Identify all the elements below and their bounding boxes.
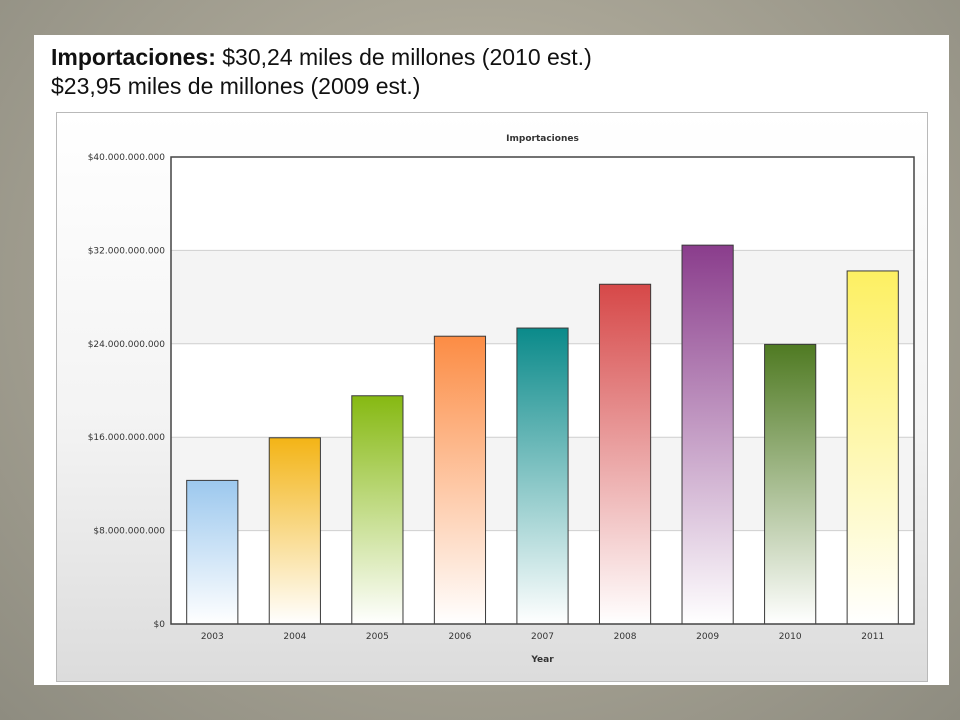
chart-panel: $0 $8.000.000.000 $16.000.000.000 $24.000.0… xyxy=(56,112,928,682)
heading-line-2: $23,95 miles de millones (2009 est.) xyxy=(51,73,421,99)
x-tick-label: 2010 xyxy=(779,632,802,642)
x-tick-label: 2008 xyxy=(614,632,637,642)
bar xyxy=(351,395,404,625)
y-tick-label: $32.000.000.000 xyxy=(88,246,166,256)
bar xyxy=(681,244,734,625)
bar xyxy=(846,270,899,625)
x-tick-label: 2006 xyxy=(448,632,471,642)
bar xyxy=(516,327,569,625)
y-tick-label: $8.000.000.000 xyxy=(93,527,165,537)
y-tick-label: $0 xyxy=(154,620,166,630)
heading-line-1: Importaciones: $30,24 miles de millones … xyxy=(51,43,592,72)
y-tick-label: $16.000.000.000 xyxy=(88,433,166,443)
bar xyxy=(598,283,652,625)
chart-title: Importaciones xyxy=(506,134,579,144)
x-tick-label: 2004 xyxy=(283,632,306,642)
heading-value-2010: $30,24 miles de millones (2010 est.) xyxy=(215,44,592,70)
plot-frame xyxy=(170,156,915,625)
bar xyxy=(764,343,817,625)
bar xyxy=(433,335,487,625)
bar-chart: $0 $8.000.000.000 $16.000.000.000 $24.000.0… xyxy=(88,134,915,665)
x-tick-label: 2009 xyxy=(696,632,719,642)
bar xyxy=(268,437,321,625)
heading: Importaciones: $30,24 miles de millones … xyxy=(51,43,592,101)
bar xyxy=(186,479,239,625)
x-axis-label: Year xyxy=(530,655,554,665)
y-tick-label: $40.000.000.000 xyxy=(88,153,166,163)
slide: Importaciones: $30,24 miles de millones … xyxy=(34,35,949,685)
x-tick-label: 2005 xyxy=(366,632,389,642)
y-tick-label: $24.000.000.000 xyxy=(88,340,166,350)
x-tick-label: 2007 xyxy=(531,632,554,642)
heading-label: Importaciones: xyxy=(51,44,216,70)
x-tick-label: 2003 xyxy=(201,632,224,642)
x-tick-label: 2011 xyxy=(861,632,884,642)
